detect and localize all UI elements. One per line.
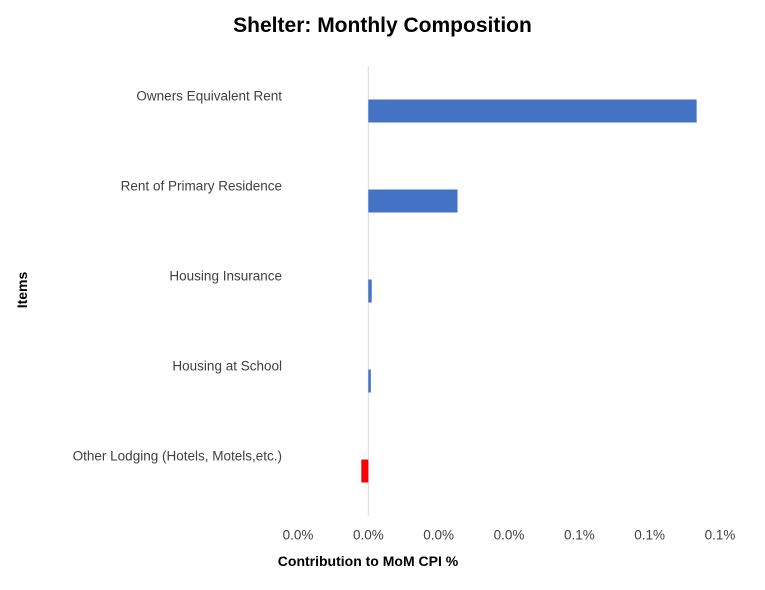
bar-1 [368,189,458,213]
x-tick-label-3: 0.0% [494,528,525,543]
x-tick-label-5: 0.1% [634,528,665,543]
x-tick-label-1: 0.0% [353,528,384,543]
x-tick-label-2: 0.0% [423,528,454,543]
bar-4 [361,459,369,483]
category-label-1: Rent of Primary Residence [121,179,282,194]
category-label-0: Owners Equivalent Rent [136,89,282,104]
x-tick-label-0: 0.0% [283,528,314,543]
bar-2 [368,279,372,303]
bar-0 [368,99,697,123]
x-axis-label: Contribution to MoM CPI % [277,553,459,569]
category-label-3: Housing at School [172,359,282,374]
category-label-4: Other Lodging (Hotels, Motels,etc.) [73,449,282,464]
chart-title: Shelter: Monthly Composition [233,14,532,37]
bar-3 [368,369,371,393]
category-label-2: Housing Insurance [169,269,282,284]
x-tick-label-4: 0.1% [564,528,595,543]
x-tick-label-6: 0.1% [705,528,736,543]
